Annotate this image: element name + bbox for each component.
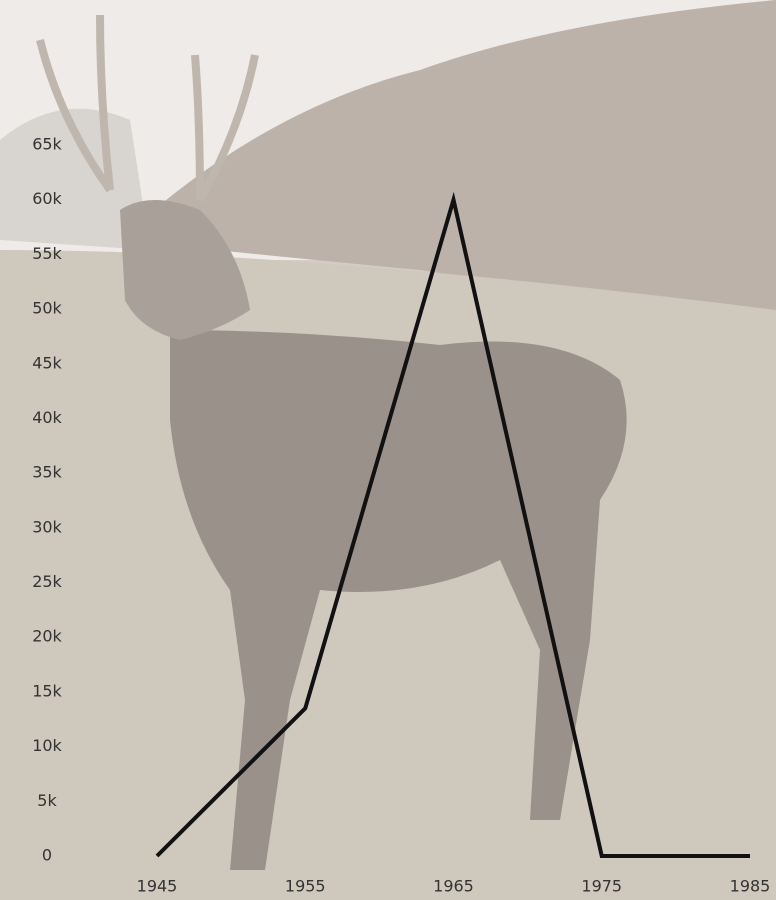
x-tick-label: 1945 [137,877,178,896]
y-tick-label: 40k [32,408,62,427]
y-tick-label: 20k [32,627,62,646]
y-tick-label: 25k [32,572,62,591]
x-tick-label: 1965 [433,877,474,896]
y-tick-label: 30k [32,517,62,536]
y-tick-label: 35k [32,463,62,482]
y-tick-label: 45k [32,353,62,372]
x-tick-label: 1975 [581,877,622,896]
y-tick-label: 55k [32,244,62,263]
x-tick-label: 1955 [285,877,326,896]
y-tick-label: 10k [32,736,62,755]
y-tick-label: 0 [42,846,52,865]
data-line [155,191,750,858]
y-tick-label: 5k [37,791,57,810]
y-tick-label: 65k [32,135,62,154]
y-tick-label: 60k [32,189,62,208]
y-tick-label: 50k [32,299,62,318]
x-tick-label: 1985 [730,877,771,896]
y-tick-label: 15k [32,681,62,700]
